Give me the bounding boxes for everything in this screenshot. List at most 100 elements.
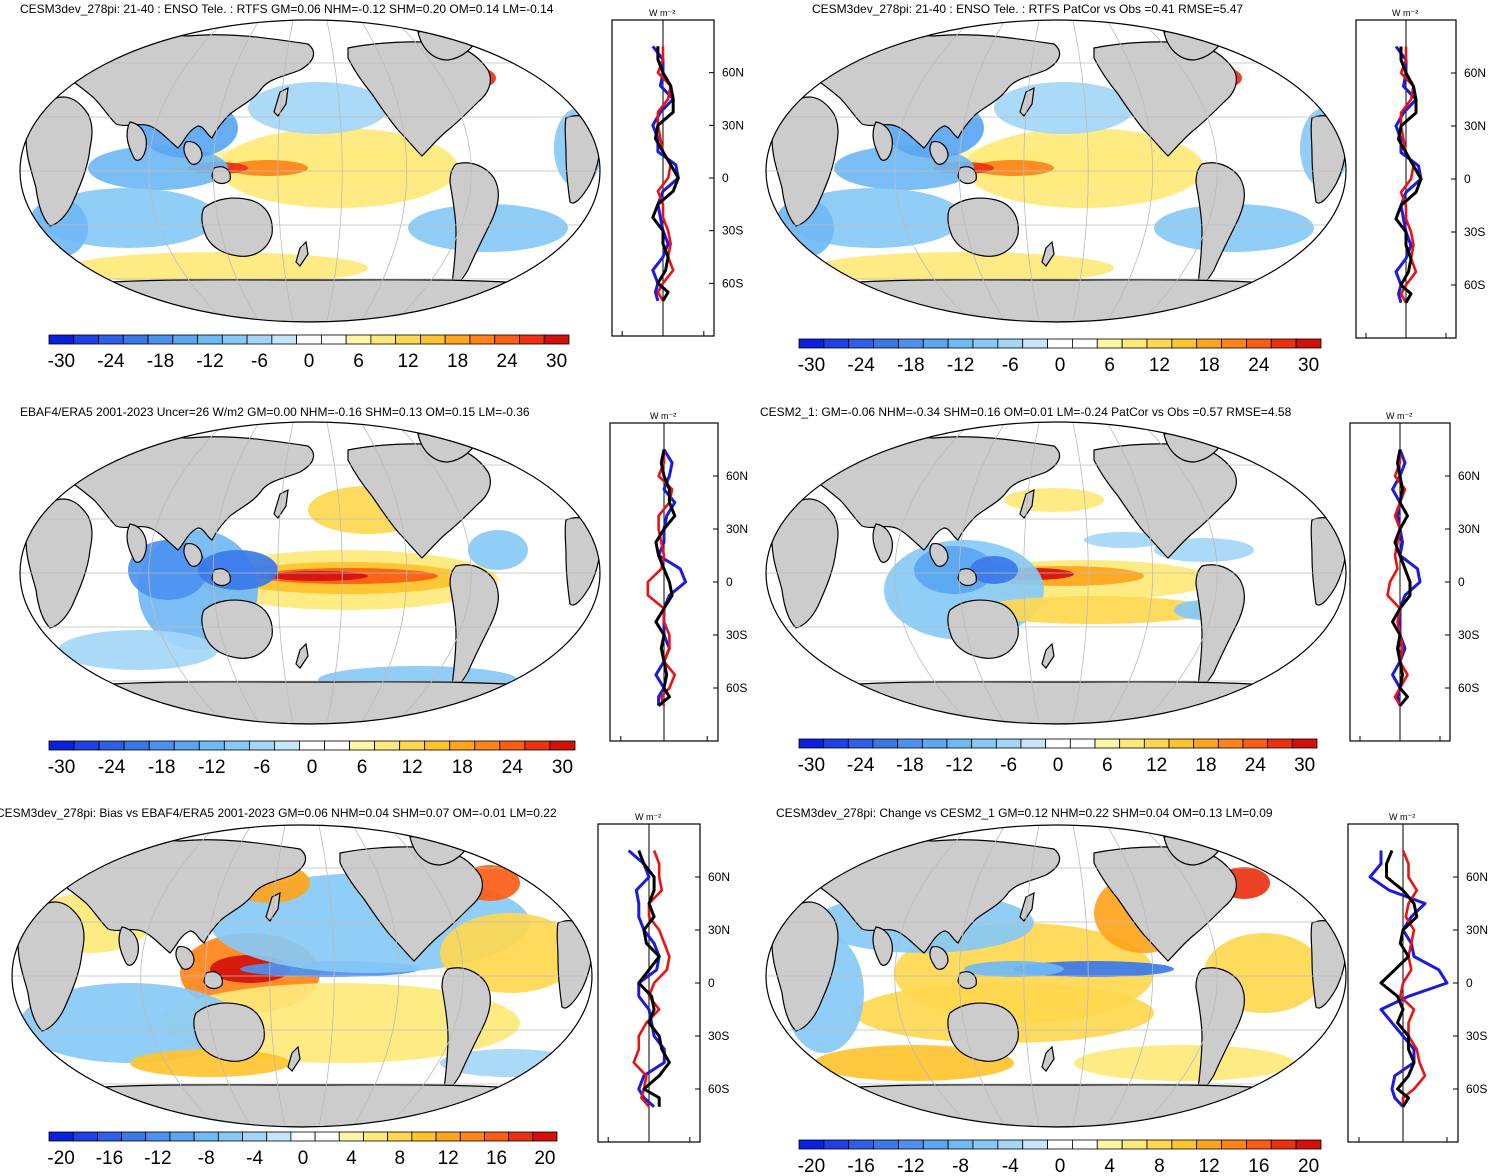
zonal-line-model bbox=[654, 449, 677, 707]
colorbar-swatch bbox=[424, 740, 451, 751]
colorbar-swatch bbox=[1121, 1139, 1148, 1150]
robinson-map bbox=[765, 824, 1347, 1128]
graticule-meridian bbox=[212, 20, 261, 322]
colorbar-swatch bbox=[411, 1131, 437, 1142]
colorbar-label: -4 bbox=[246, 1148, 263, 1169]
y-tick-label: 30N bbox=[1458, 522, 1480, 536]
colorbar-swatch bbox=[997, 1139, 1024, 1150]
colorbar-label: 0 bbox=[1055, 1156, 1066, 1176]
anomaly-patch bbox=[20, 983, 240, 1063]
colorbar: -20 -16 -12 -8 -4 0 4 8 12 16 20 bbox=[798, 1139, 1322, 1176]
colorbar-swatch bbox=[873, 1139, 899, 1150]
colorbar-swatch bbox=[98, 334, 124, 345]
colorbar-swatch bbox=[345, 334, 372, 345]
land-borneo bbox=[203, 971, 223, 990]
y-tick-label: 30N bbox=[722, 118, 744, 132]
zonal-line-model bbox=[1391, 449, 1412, 707]
unit-label: W m⁻² bbox=[635, 812, 661, 822]
graticule-meridian bbox=[958, 20, 1007, 322]
graticule-meridian bbox=[1138, 825, 1218, 1127]
colorbar-swatch bbox=[48, 1131, 74, 1142]
colorbar-swatch bbox=[898, 1139, 924, 1150]
colorbar-swatch bbox=[1146, 338, 1173, 349]
colorbar-swatch bbox=[494, 334, 520, 345]
zonal-line-model bbox=[1394, 46, 1423, 304]
graticule-meridian bbox=[359, 422, 408, 724]
anomaly-patch bbox=[468, 530, 528, 570]
zonal-line-obs bbox=[646, 449, 677, 707]
graticule-meridian bbox=[212, 422, 261, 724]
colorbar-label: 0 bbox=[304, 351, 315, 372]
colorbar-swatch bbox=[1217, 738, 1244, 749]
colorbar-label: -6 bbox=[253, 757, 270, 778]
land-india bbox=[872, 523, 893, 563]
anomaly-patch bbox=[1074, 1045, 1294, 1081]
land-africaW bbox=[25, 96, 93, 227]
colorbar-label: -12 bbox=[897, 1156, 924, 1176]
zonal-line-model bbox=[1379, 849, 1419, 1108]
colorbar-swatch bbox=[193, 1131, 219, 1142]
land-antarctica bbox=[802, 279, 1310, 322]
colorbar-swatch bbox=[145, 1131, 171, 1142]
graticule-meridian bbox=[351, 825, 400, 1127]
land-seAsia bbox=[183, 543, 203, 567]
colorbar-label: 6 bbox=[1102, 755, 1113, 776]
zonal-line-reference bbox=[1368, 850, 1449, 1108]
land-antarctica bbox=[56, 681, 564, 724]
colorbar-swatch bbox=[122, 334, 149, 345]
colorbar-swatch bbox=[1221, 338, 1247, 349]
graticule-meridian bbox=[148, 20, 228, 322]
colorbar-swatch bbox=[1096, 1139, 1123, 1150]
colorbar-label: -20 bbox=[798, 1156, 825, 1176]
colorbar-swatch bbox=[847, 738, 874, 749]
colorbar-swatch bbox=[299, 740, 325, 751]
y-tick-label: 30N bbox=[726, 522, 748, 536]
land-nz bbox=[295, 642, 309, 669]
graticule-meridian bbox=[1023, 422, 1040, 724]
colorbar-label: -16 bbox=[847, 1156, 874, 1176]
anomaly-patch bbox=[974, 160, 1054, 176]
colorbar-label: -12 bbox=[196, 351, 223, 372]
colorbar-label: 24 bbox=[502, 757, 524, 778]
colorbar-swatch bbox=[420, 334, 446, 345]
colorbar-swatch bbox=[823, 738, 849, 749]
colorbar-swatch bbox=[922, 1139, 949, 1150]
colorbar-swatch bbox=[1221, 1139, 1247, 1150]
land-nz bbox=[287, 1045, 301, 1072]
colorbar-swatch bbox=[971, 738, 997, 749]
graticule-meridian bbox=[1072, 20, 1089, 322]
colorbar-swatch bbox=[266, 1131, 292, 1142]
graticule-meridian bbox=[326, 422, 343, 724]
graticule-meridian bbox=[277, 422, 294, 724]
colorbar-swatch bbox=[798, 338, 825, 349]
colorbar-swatch bbox=[197, 334, 223, 345]
colorbar-label: -30 bbox=[798, 755, 825, 776]
land-australia bbox=[947, 1002, 1019, 1062]
colorbar-swatch bbox=[324, 740, 350, 751]
graticule-meridian bbox=[958, 422, 1007, 724]
colorbar-label: 18 bbox=[1195, 755, 1216, 776]
y-tick-label: 60S bbox=[1464, 278, 1485, 292]
colorbar-swatch bbox=[242, 1131, 268, 1142]
colorbar-label: 16 bbox=[1248, 1156, 1269, 1176]
colorbar-swatch bbox=[1146, 1139, 1173, 1150]
anomaly-patch bbox=[58, 630, 218, 670]
graticule-meridian bbox=[1072, 825, 1089, 1127]
colorbar-swatch bbox=[48, 334, 75, 345]
colorbar-swatch bbox=[519, 334, 545, 345]
y-tick-label: 0 bbox=[726, 575, 733, 589]
colorbar-swatch bbox=[1270, 1139, 1297, 1150]
colorbar-swatch bbox=[1246, 338, 1272, 349]
graticule-meridian bbox=[204, 825, 253, 1127]
colorbar-swatch bbox=[823, 1139, 850, 1150]
map-border bbox=[19, 19, 601, 323]
land-africaW bbox=[771, 96, 839, 227]
colorbar-swatch bbox=[524, 740, 551, 751]
y-tick-label: 60N bbox=[726, 469, 748, 483]
colorbar-label: 24 bbox=[1248, 355, 1270, 376]
zonal-line-obs bbox=[632, 850, 671, 1108]
colorbar-swatch bbox=[73, 740, 100, 751]
panel-title: CESM2_1: GM=-0.06 NHM=-0.34 SHM=0.16 OM=… bbox=[760, 405, 1292, 419]
y-tick-label: 30S bbox=[1466, 1029, 1487, 1043]
land-seAsia bbox=[175, 946, 195, 970]
